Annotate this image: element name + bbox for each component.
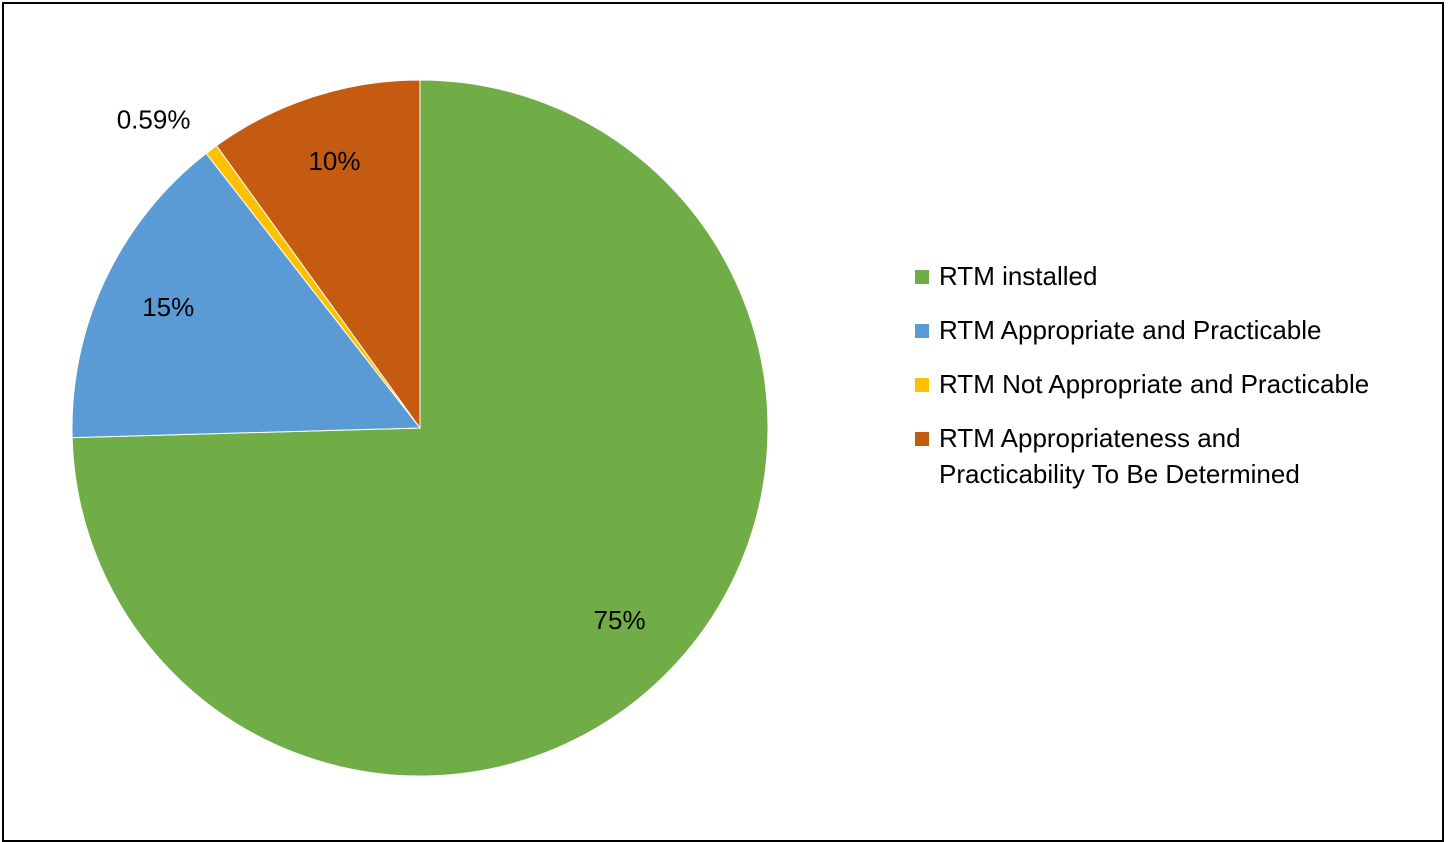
legend-label: RTM Appropriateness and Practicability T… <box>939 423 1300 489</box>
legend-item: RTM installed <box>915 258 1375 294</box>
legend-item: RTM Not Appropriate and Practicable <box>915 366 1375 402</box>
legend-label: RTM Not Appropriate and Practicable <box>939 369 1370 399</box>
pie-slice <box>71 152 422 439</box>
data-label: 75% <box>594 605 646 635</box>
data-label: 10% <box>308 146 360 176</box>
legend-swatch <box>915 378 929 392</box>
legend-swatch <box>915 432 929 446</box>
pie-slice <box>215 79 421 430</box>
legend-label: RTM Appropriate and Practicable <box>939 315 1322 345</box>
data-label: 0.59% <box>117 105 191 135</box>
data-label: 15% <box>142 292 194 322</box>
legend-swatch <box>915 324 929 338</box>
legend: RTM installed RTM Appropriate and Practic… <box>915 258 1375 510</box>
legend-item: RTM Appropriateness and Practicability T… <box>915 420 1375 492</box>
legend-swatch <box>915 270 929 284</box>
legend-label: RTM installed <box>939 261 1098 291</box>
legend-item: RTM Appropriate and Practicable <box>915 312 1375 348</box>
